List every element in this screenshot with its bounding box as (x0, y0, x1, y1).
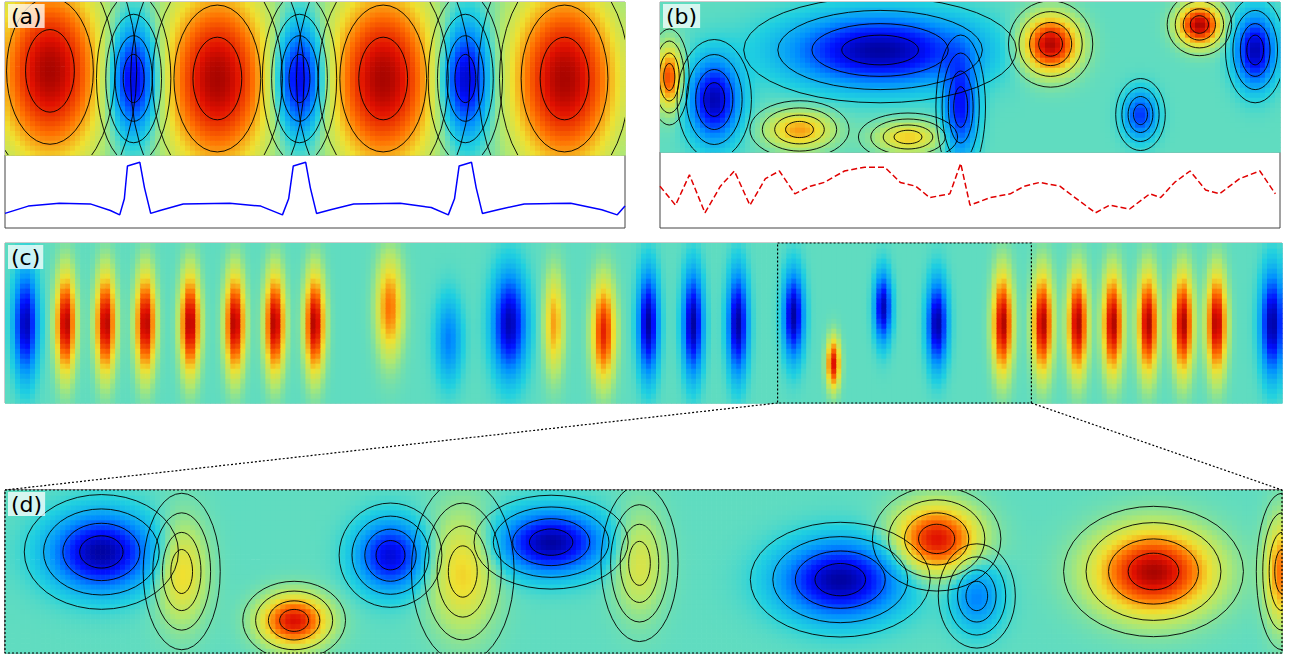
svg-text:(c): (c) (11, 245, 40, 270)
svg-text:(b): (b) (666, 4, 697, 29)
svg-text:(a): (a) (11, 4, 42, 29)
svg-text:(d): (d) (11, 492, 42, 517)
